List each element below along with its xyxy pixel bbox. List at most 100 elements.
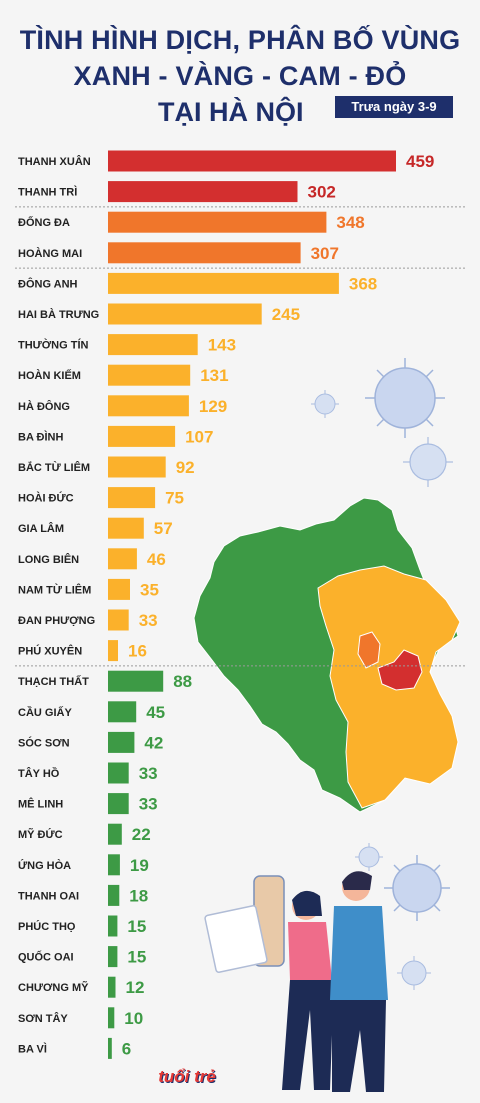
category-label: HOÀI ĐỨC: [18, 492, 74, 505]
value-label: 131: [200, 366, 228, 385]
bar: [108, 1037, 112, 1059]
date-tag: Trưa ngày 3-9: [335, 96, 453, 118]
category-label: THANH OAI: [18, 890, 79, 902]
people-illustration: [204, 871, 388, 1092]
category-label: THANH XUÂN: [18, 155, 91, 168]
value-label: 107: [185, 427, 213, 446]
value-label: 57: [154, 519, 173, 538]
bar: [108, 456, 166, 478]
divider-lines: [15, 206, 465, 667]
value-label: 92: [176, 458, 195, 477]
bar: [108, 1007, 115, 1029]
category-label: CHƯƠNG MỸ: [18, 981, 89, 994]
bar: [108, 670, 164, 692]
person-body: [288, 922, 332, 980]
value-label: 35: [140, 580, 159, 599]
bar: [108, 915, 118, 937]
map-orange-region: [357, 631, 381, 669]
category-label: ỨNG HÒA: [18, 859, 71, 872]
bars-layer: [108, 150, 396, 1059]
category-label: CẦU GIẤY: [18, 706, 72, 719]
value-label: 12: [126, 978, 145, 997]
bar: [108, 946, 118, 968]
title-line-3: TẠI HÀ NỘI: [158, 97, 304, 127]
value-label: 88: [173, 672, 192, 691]
value-label: 15: [127, 917, 146, 936]
value-label: 33: [139, 611, 158, 630]
bar: [108, 487, 156, 509]
bar: [108, 303, 262, 325]
bar: [108, 517, 144, 539]
value-label: 10: [124, 1009, 143, 1028]
value-label: 459: [406, 152, 434, 171]
bar: [108, 823, 122, 845]
category-label: QUỐC OAI: [18, 950, 74, 964]
category-label: GIA LÂM: [18, 522, 64, 535]
category-label: THANH TRÌ: [18, 186, 77, 199]
category-label: ĐỐNG ĐA: [18, 215, 70, 229]
decoration-layer: [193, 358, 461, 1092]
category-label: LONG BIÊN: [18, 553, 79, 566]
category-label: PHÚC THỌ: [18, 920, 76, 933]
virus-icon: [365, 358, 445, 438]
category-label: HOÀN KIẾM: [18, 369, 81, 382]
value-label: 129: [199, 397, 227, 416]
map-red-region: [377, 649, 423, 691]
value-label: 307: [311, 244, 339, 263]
value-label: 33: [139, 764, 158, 783]
bar: [108, 640, 118, 662]
title-line-1: TÌNH HÌNH DỊCH, PHÂN BỐ VÙNG: [19, 25, 461, 55]
category-label: TÂY HỒ: [18, 767, 60, 780]
category-label: BA ĐÌNH: [18, 430, 63, 443]
value-label: 143: [208, 336, 236, 355]
virus-icon: [311, 390, 339, 418]
bar: [108, 884, 120, 906]
title-line-2: XANH - VÀNG - CAM - ĐỎ: [73, 61, 407, 91]
hanoi-map: [193, 497, 461, 813]
virus-icon: [384, 855, 450, 921]
category-label: MÊ LINH: [18, 798, 63, 811]
value-label: 46: [147, 550, 166, 569]
value-label: 16: [128, 642, 147, 661]
category-label: MỸ ĐỨC: [18, 828, 63, 841]
value-label: 348: [336, 213, 364, 232]
value-label: 22: [132, 825, 151, 844]
category-label: THƯỜNG TÍN: [18, 339, 89, 352]
title-block: TÌNH HÌNH DỊCH, PHÂN BỐ VÙNG XANH - VÀNG…: [0, 22, 480, 130]
virus-icon: [397, 956, 431, 990]
bar: [108, 793, 129, 815]
bar: [108, 150, 396, 172]
bar: [108, 364, 191, 386]
virus-icon: [403, 437, 453, 487]
bar: [108, 395, 189, 417]
bar: [108, 609, 129, 631]
value-label: 75: [165, 489, 184, 508]
category-label: SƠN TÂY: [18, 1012, 68, 1025]
category-label: ĐAN PHƯỢNG: [18, 615, 95, 627]
value-label: 6: [122, 1039, 131, 1058]
bar: [108, 701, 137, 723]
category-label: HOÀNG MAI: [18, 247, 82, 260]
category-label: SÓC SƠN: [18, 736, 70, 749]
category-label: BA VÌ: [18, 1042, 47, 1055]
value-label: 245: [272, 305, 300, 324]
bar: [108, 425, 176, 447]
category-labels-layer: THANH XUÂN THANH TRÌ ĐỐNG ĐA HOÀNG MAI ĐÔNG …: [18, 155, 99, 1055]
category-label: HÀ ĐÔNG: [18, 400, 70, 413]
value-label: 18: [129, 886, 148, 905]
category-label: ĐÔNG ANH: [18, 277, 78, 290]
value-label: 302: [308, 183, 336, 202]
value-label: 15: [127, 948, 146, 967]
bar: [108, 272, 339, 294]
bar: [108, 242, 301, 264]
tuoitre-logo: tuổi trẻ: [158, 1067, 216, 1086]
value-label: 33: [139, 795, 158, 814]
bar: [108, 854, 120, 876]
bar: [108, 578, 130, 600]
bar: [108, 181, 298, 203]
bar: [108, 211, 327, 233]
value-label: 45: [146, 703, 165, 722]
category-label: PHÚ XUYÊN: [18, 645, 82, 658]
